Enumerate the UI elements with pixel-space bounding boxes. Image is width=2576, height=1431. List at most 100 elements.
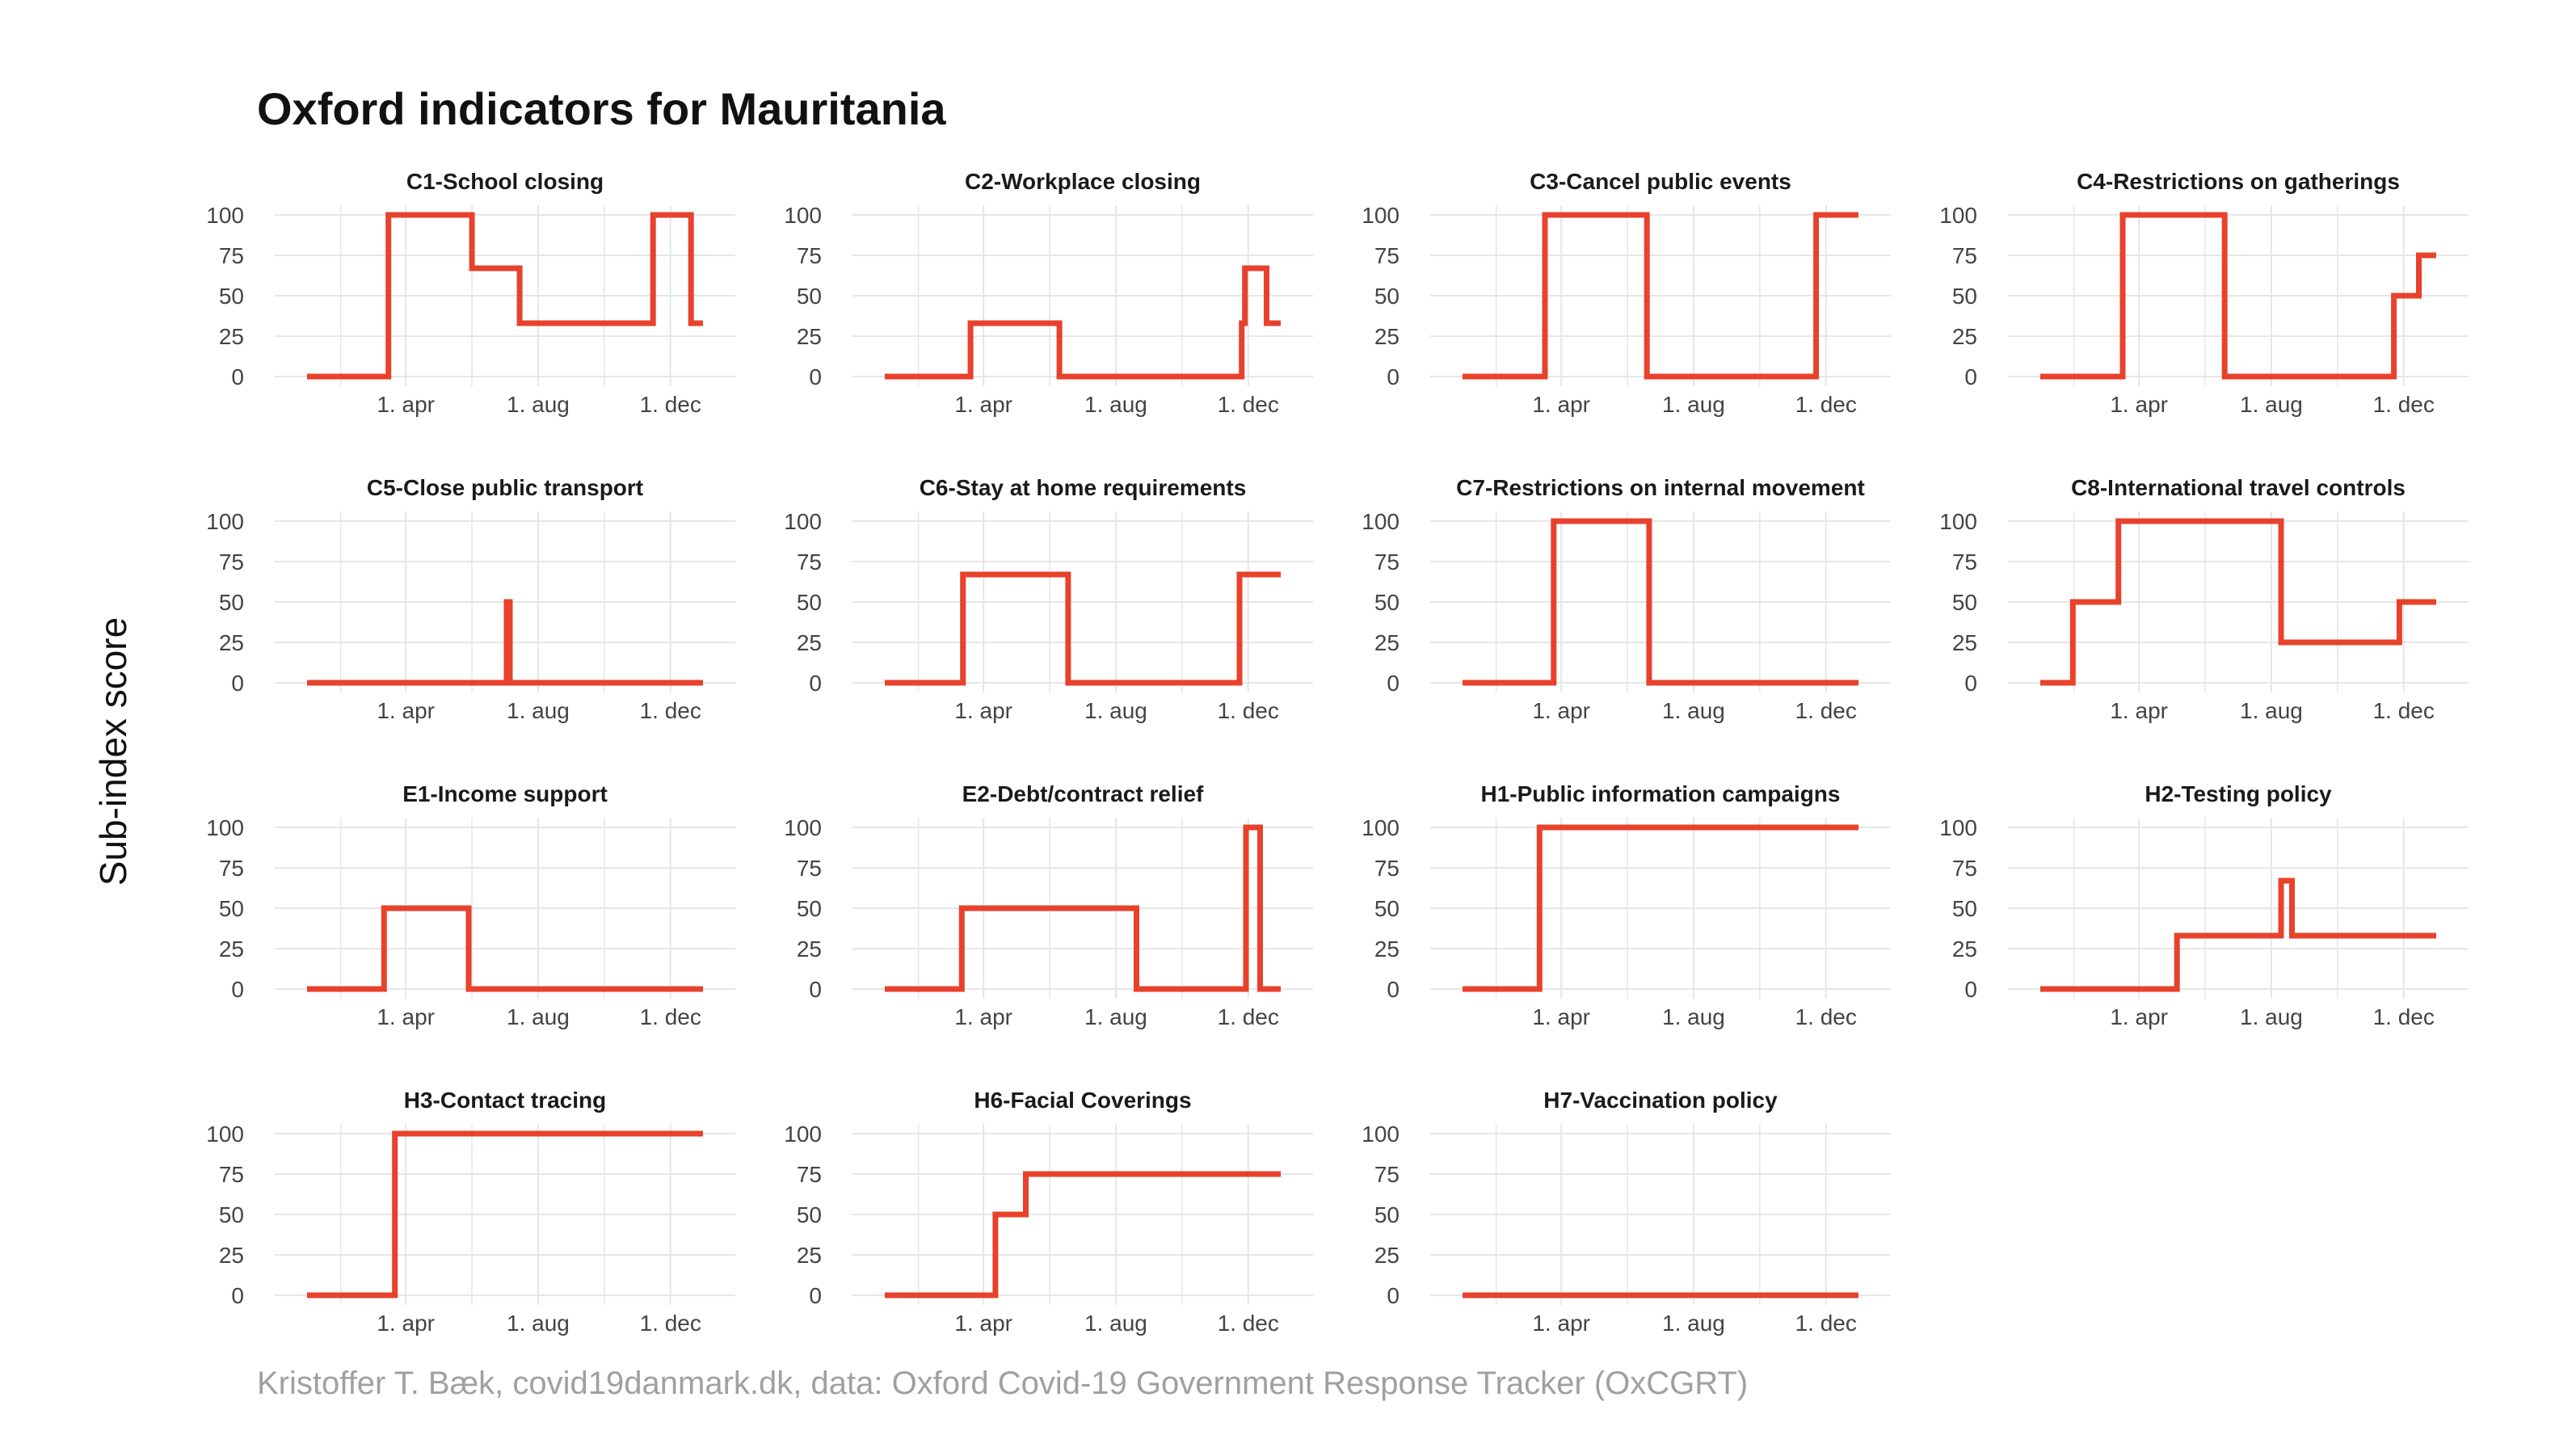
panel-title: C2-Workplace closing — [965, 169, 1201, 194]
series-line — [1463, 518, 1858, 686]
x-tick-label: 1. dec — [1218, 698, 1279, 723]
facet-panel: C3-Cancel public events 0 25 50 75 100 1. apr 1… — [1362, 169, 1891, 417]
y-tick-label: 100 — [206, 509, 244, 534]
panel-title: H6-Facial Coverings — [974, 1088, 1191, 1113]
x-tick-label: 1. dec — [1795, 392, 1857, 417]
x-tick-label: 1. apr — [377, 392, 435, 417]
y-tick-label: 100 — [1939, 815, 1977, 840]
y-tick-label: 50 — [219, 590, 244, 615]
x-tick-label: 1. dec — [640, 698, 701, 723]
x-tick-label: 1. aug — [507, 392, 570, 417]
y-tick-label: 100 — [1362, 509, 1400, 534]
panel-title: H7-Vaccination policy — [1543, 1088, 1778, 1113]
series-line — [885, 1171, 1281, 1298]
x-tick-label: 1. aug — [1662, 1311, 1725, 1336]
x-tick-label: 1. aug — [2240, 392, 2303, 417]
y-tick-label: 50 — [1374, 896, 1400, 921]
x-tick-label: 1. aug — [1084, 392, 1147, 417]
series-line — [2040, 518, 2436, 686]
series-line — [307, 905, 703, 992]
y-tick-label: 75 — [219, 243, 244, 268]
y-tick-label: 0 — [231, 671, 244, 696]
y-tick-label: 25 — [1952, 324, 1977, 349]
y-tick-label: 75 — [797, 549, 822, 575]
y-tick-label: 50 — [219, 1202, 244, 1227]
panel-title: C8-International travel controls — [2071, 475, 2406, 500]
x-tick-label: 1. aug — [507, 698, 570, 723]
y-tick-label: 50 — [797, 1202, 822, 1227]
x-tick-label: 1. dec — [1218, 1311, 1279, 1336]
panel-title: H3-Contact tracing — [404, 1088, 606, 1113]
y-tick-label: 25 — [797, 324, 822, 349]
y-tick-label: 25 — [1952, 936, 1977, 962]
y-tick-label: 0 — [1964, 977, 1977, 1002]
y-tick-label: 75 — [219, 549, 244, 575]
panel-title: H1-Public information campaigns — [1481, 781, 1841, 806]
y-tick-label: 75 — [797, 243, 822, 268]
x-tick-label: 1. aug — [1084, 1311, 1147, 1336]
y-tick-label: 75 — [219, 856, 244, 881]
y-tick-label: 25 — [219, 1243, 244, 1268]
y-tick-label: 25 — [797, 1243, 822, 1268]
panel-title: C5-Close public transport — [367, 475, 643, 500]
panel-title: E2-Debt/contract relief — [962, 781, 1204, 806]
facet-panel: C8-International travel controls 0 25 50 75 1… — [1939, 475, 2469, 723]
y-tick-label: 75 — [1374, 1162, 1400, 1187]
y-tick-label: 0 — [809, 1283, 822, 1308]
y-tick-label: 100 — [1939, 203, 1977, 228]
y-tick-label: 100 — [206, 815, 244, 840]
facet-panel: H2-Testing policy 0 25 50 75 100 1. apr 1. aug 1… — [1939, 781, 2469, 1029]
y-tick-label: 50 — [1952, 896, 1977, 921]
facet-panel: H1-Public information campaigns 0 25 50 75 10… — [1362, 781, 1891, 1029]
x-tick-label: 1. dec — [2373, 1004, 2435, 1029]
y-tick-label: 100 — [206, 203, 244, 228]
facet-panel: H7-Vaccination policy 0 25 50 75 100 1. apr 1. … — [1362, 1088, 1891, 1336]
facet-panel: C7-Restrictions on internal movement 0 25 5… — [1362, 475, 1891, 723]
x-tick-label: 1. apr — [2110, 1004, 2168, 1029]
y-tick-label: 25 — [1374, 1243, 1400, 1268]
y-tick-label: 25 — [219, 936, 244, 962]
series-line — [307, 212, 703, 380]
y-tick-label: 75 — [1952, 856, 1977, 881]
x-tick-label: 1. dec — [2373, 392, 2435, 417]
x-tick-label: 1. dec — [1218, 1004, 1279, 1029]
x-tick-label: 1. apr — [377, 698, 435, 723]
y-tick-label: 0 — [1387, 977, 1400, 1002]
series-line — [885, 571, 1281, 686]
series-line — [2040, 212, 2436, 380]
y-tick-label: 100 — [784, 203, 822, 228]
x-tick-label: 1. aug — [1084, 1004, 1147, 1029]
x-tick-label: 1. aug — [2240, 1004, 2303, 1029]
y-tick-label: 25 — [219, 630, 244, 655]
x-tick-label: 1. apr — [954, 1004, 1012, 1029]
y-tick-label: 50 — [1374, 590, 1400, 615]
y-tick-label: 100 — [784, 509, 822, 534]
y-tick-label: 75 — [1374, 856, 1400, 881]
y-tick-label: 0 — [809, 671, 822, 696]
x-tick-label: 1. dec — [640, 1004, 701, 1029]
chart-title: Oxford indicators for Mauritania — [257, 83, 946, 134]
y-tick-label: 100 — [1362, 1122, 1400, 1147]
x-tick-label: 1. apr — [1532, 392, 1590, 417]
x-tick-label: 1. aug — [1662, 1004, 1725, 1029]
facet-panel: C4-Restrictions on gatherings 0 25 50 75 100 1… — [1939, 169, 2469, 417]
y-tick-label: 50 — [1952, 284, 1977, 309]
y-tick-label: 75 — [1374, 549, 1400, 575]
y-tick-label: 0 — [231, 977, 244, 1002]
y-tick-label: 100 — [206, 1122, 244, 1147]
series-line — [307, 599, 703, 686]
y-tick-label: 75 — [797, 1162, 822, 1187]
y-tick-label: 75 — [1374, 243, 1400, 268]
y-tick-label: 50 — [219, 284, 244, 309]
y-tick-label: 50 — [1374, 284, 1400, 309]
x-tick-label: 1. apr — [1532, 1004, 1590, 1029]
y-tick-label: 25 — [1374, 630, 1400, 655]
x-tick-label: 1. aug — [1662, 698, 1725, 723]
facet-panel: H6-Facial Coverings 0 25 50 75 100 1. apr 1. au… — [784, 1088, 1313, 1336]
panel-title: C1-School closing — [406, 169, 604, 194]
facet-panel: C2-Workplace closing 0 25 50 75 100 1. apr 1. a… — [784, 169, 1313, 417]
x-tick-label: 1. dec — [1795, 1004, 1857, 1029]
x-tick-label: 1. dec — [1795, 698, 1857, 723]
x-tick-label: 1. apr — [2110, 698, 2168, 723]
